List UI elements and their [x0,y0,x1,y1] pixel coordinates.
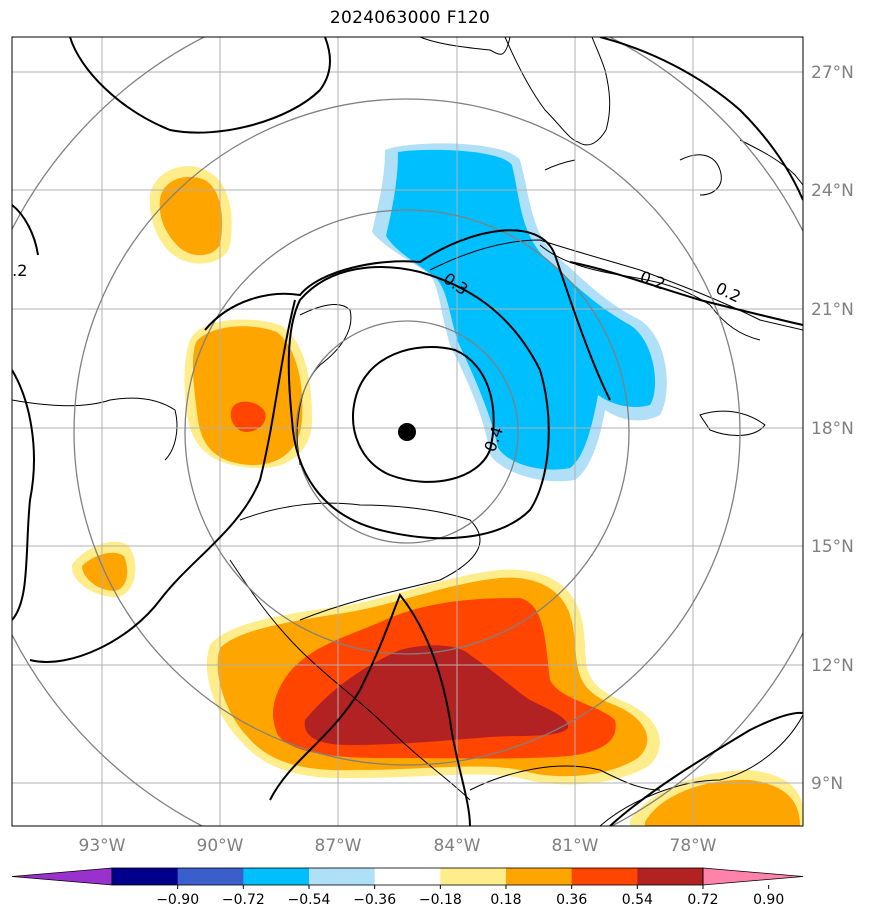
range-ring-3 [73,98,741,766]
colorbar-extend-low [11,867,113,886]
contour-west-edge [12,204,39,256]
colorbar-segment [440,868,507,885]
colorbar-tick-label: −0.90 [156,892,199,908]
colorbar-segment [637,868,704,885]
colorbar-tick-label: −0.72 [222,892,265,908]
colorbar-segment [112,868,179,885]
florida-coast [504,37,611,146]
yucatan-coast [296,304,352,466]
colorbar-frame [111,867,704,886]
contour-lines [12,37,803,826]
colorbar-tick-label: −0.18 [419,892,462,908]
lat-label-21: 21°N [811,300,854,320]
storm-center-dot [398,423,416,441]
contour-se [609,711,803,826]
colorbar: −0.90 −0.72 −0.54 −0.36 −0.18 0.18 0.36 0.54 0.7… [11,867,804,908]
shaded-fields [71,143,803,826]
colorbar-segment [506,868,573,885]
panama-coast [469,765,661,791]
colorbar-tick-label: 0.18 [490,892,521,908]
mexico-coast [12,397,178,461]
colorbar-segment [309,868,376,885]
colorbar-segment [571,868,638,885]
contour-ne [599,37,803,201]
contour-0.2-main [204,229,611,401]
range-ring-2 [184,209,630,655]
gulf-coast-north [419,37,511,55]
positive-blob-yucatan-core [230,401,266,432]
lon-label-93: 93°W [79,836,126,856]
contour-0.2-west [29,299,296,663]
colorbar-tick-label: 0.36 [556,892,587,908]
lat-label-27: 27°N [811,63,854,83]
map-frame [11,36,804,827]
central-america-pacific [229,559,471,801]
east-coast [739,139,803,186]
lat-label-group: 27°N 24°N 21°N 18°N 15°N 12°N 9°N [811,63,854,794]
lat-label-12: 12°N [811,656,854,676]
contour-cuba [569,261,803,326]
colorbar-tick-label: −0.54 [288,892,331,908]
positive-blob-se-inner [645,779,800,826]
bahamas-coast [544,159,576,171]
lat-label-18: 18°N [811,419,854,439]
positive-blob-south-l4 [304,645,569,745]
colorbar-tick-label: 0.90 [753,892,784,908]
map-area: 0.2 0.3 0.4 0.2 0.2 [2,37,803,826]
contour-west-long [12,369,35,621]
lon-label-81: 81°W [552,836,599,856]
negative-region-core [386,149,656,470]
lon-label-87: 87°W [315,836,362,856]
range-ring-1 [295,320,519,544]
colorbar-extend-high [702,867,804,886]
colorbar-segment [243,868,310,885]
range-rings [12,37,803,826]
plot-title: 2024063000 F120 [329,8,491,28]
positive-blob-nw-inner [159,176,223,256]
contour-north [69,37,331,134]
contour-label-west: 0.2 [2,261,27,280]
contour-label-cuba-2: 0.2 [713,278,744,306]
lon-label-group: 93°W 90°W 87°W 84°W 81°W 78°W [79,836,717,856]
contour-inner-ring [352,346,495,483]
lat-label-15: 15°N [811,537,854,557]
contour-0.3 [287,266,550,540]
colorbar-segment [374,868,441,885]
contour-0.2-south [269,593,471,826]
lon-label-78: 78°W [670,836,717,856]
lon-label-90: 90°W [197,836,244,856]
lat-label-9: 9°N [811,774,843,794]
colorbar-segment [177,868,244,885]
graticule [12,37,803,826]
central-america-coast [239,502,481,621]
coastlines [12,37,803,826]
lon-label-84: 84°W [434,836,481,856]
colombia-coast [599,714,803,826]
colorbar-tick-label: 0.72 [687,892,718,908]
jamaica-coast [699,410,766,436]
lat-label-24: 24°N [811,181,854,201]
hispaniola-coast [679,154,722,196]
colorbar-tick-label: −0.36 [353,892,396,908]
contour-label-cuba-1: 0.2 [638,267,668,294]
colorbar-tick-label: 0.54 [622,892,653,908]
